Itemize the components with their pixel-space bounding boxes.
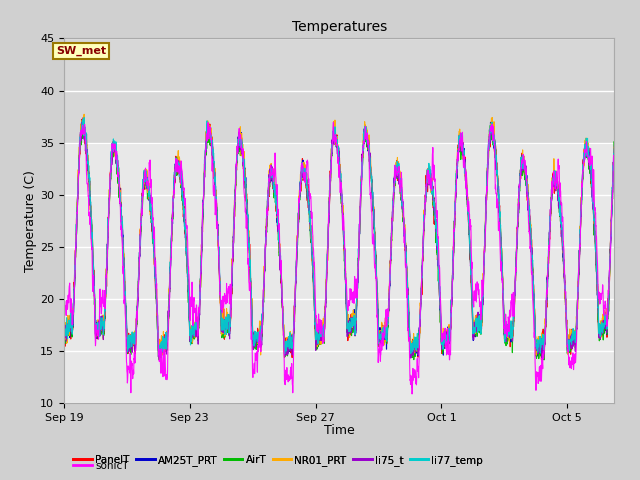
Bar <box>64 38 614 143</box>
Legend: sonicT: sonicT <box>69 456 133 475</box>
Text: SW_met: SW_met <box>56 46 106 56</box>
Legend: PanelT, AM25T_PRT, AirT, NR01_PRT, li75_t, li77_temp: PanelT, AM25T_PRT, AirT, NR01_PRT, li75_… <box>69 451 487 470</box>
Title: Temperatures: Temperatures <box>292 21 387 35</box>
X-axis label: Time: Time <box>324 424 355 437</box>
Y-axis label: Temperature (C): Temperature (C) <box>24 170 37 272</box>
